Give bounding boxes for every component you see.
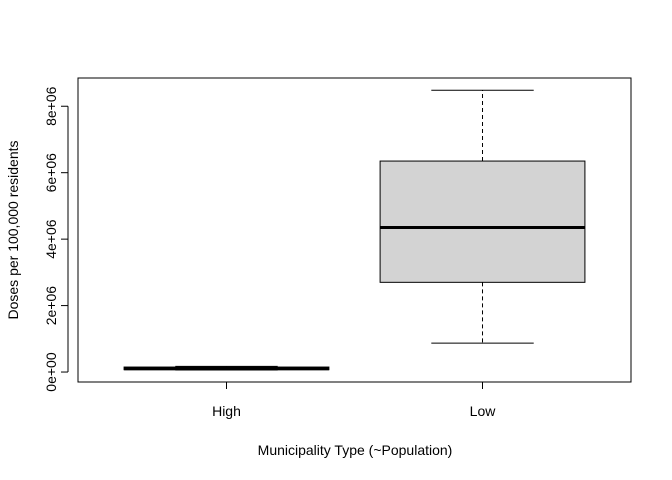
box-low <box>379 89 586 344</box>
y-axis: 0e+00 2e+06 4e+06 6e+06 8e+06 <box>43 86 69 392</box>
y-tick-label: 8e+06 <box>43 86 59 126</box>
x-axis: High Low <box>212 381 497 419</box>
x-tick-label: Low <box>470 403 497 419</box>
y-tick-label: 6e+06 <box>43 153 59 193</box>
box-high <box>123 365 330 371</box>
y-axis-title: Doses per 100,000 residents <box>5 141 21 320</box>
x-axis-title: Municipality Type (~Population) <box>258 442 453 458</box>
x-tick-label: High <box>212 403 241 419</box>
y-tick-label: 0e+00 <box>43 352 59 392</box>
y-tick-label: 4e+06 <box>43 219 59 259</box>
box-iqr <box>379 160 586 283</box>
y-tick-label: 2e+06 <box>43 286 59 326</box>
boxes <box>123 89 586 371</box>
